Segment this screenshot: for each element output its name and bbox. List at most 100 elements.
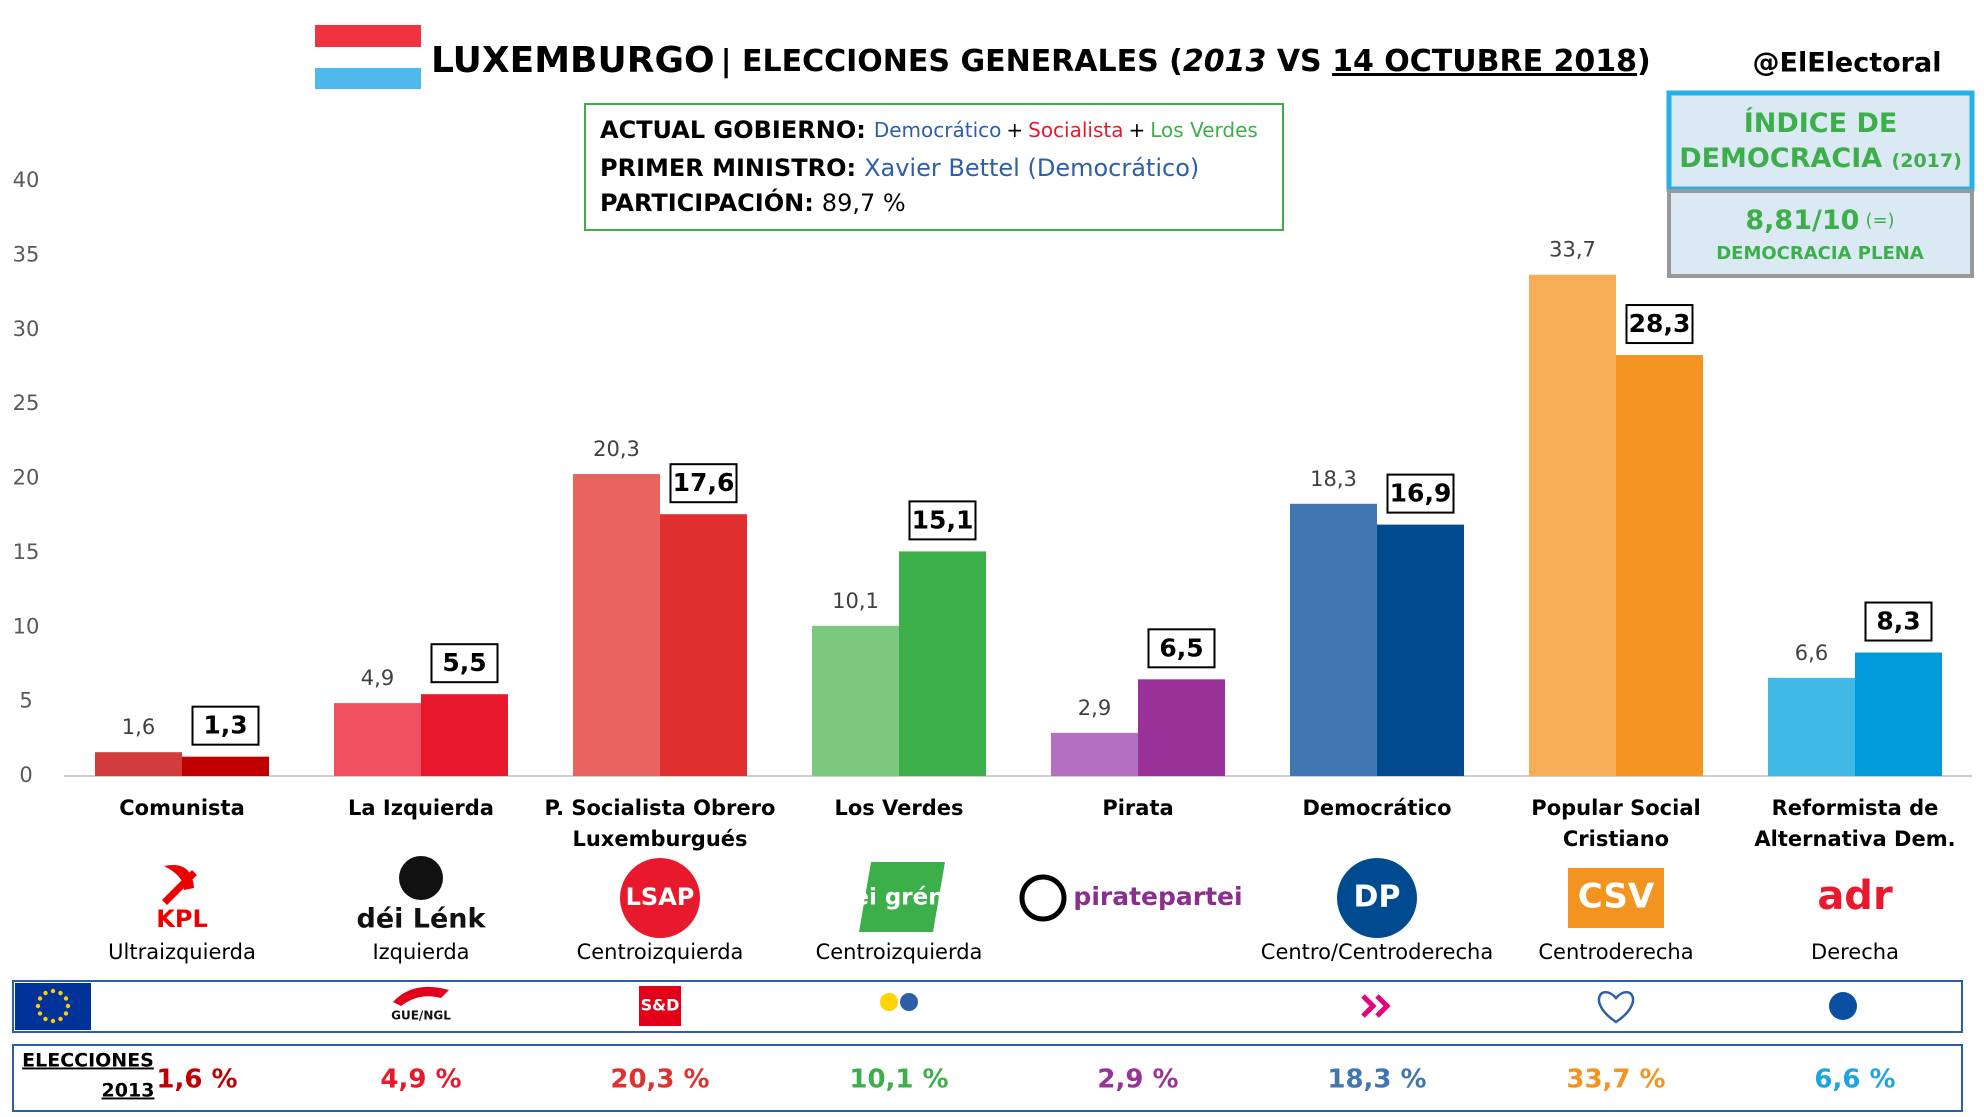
pm-label: PRIMER MINISTRO: xyxy=(600,154,856,182)
y-tick-label: 25 xyxy=(13,391,40,415)
y-tick-label: 40 xyxy=(13,168,40,192)
party-logo: LSAP xyxy=(626,883,695,911)
bar xyxy=(1290,503,1377,776)
pm-name: Xavier Bettel (Democrático) xyxy=(864,154,1199,182)
result-2013: 1,6 % xyxy=(156,1065,237,1095)
party-logo: déi gréng xyxy=(837,885,961,911)
logo-shape xyxy=(399,856,443,900)
ep-logo-shape xyxy=(1829,992,1857,1020)
value-label: 5,5 xyxy=(442,648,486,677)
democracy-category: DEMOCRACIA PLENA xyxy=(1716,243,1924,264)
value-label-box xyxy=(430,643,499,684)
value-label-box xyxy=(669,463,738,504)
x-tick-label: La Izquierda xyxy=(348,796,494,820)
gov-label: ACTUAL GOBIERNO: xyxy=(600,116,866,144)
value-label: 28,3 xyxy=(1629,309,1691,338)
gov-party: Democrático xyxy=(874,118,1002,142)
value-label-box xyxy=(1147,628,1216,669)
ep-row xyxy=(12,980,1963,1033)
x-tick-label: Comunista xyxy=(119,796,245,820)
bar xyxy=(1138,679,1225,776)
value-label: 1,3 xyxy=(203,711,247,740)
democracy-score: 8,81/10 xyxy=(1745,205,1859,236)
gov-party: Socialista xyxy=(1028,118,1123,142)
result-2013: 18,3 % xyxy=(1327,1065,1426,1095)
ep-logo-shape xyxy=(639,986,681,1026)
bar xyxy=(1051,732,1138,776)
value-label: 6,5 xyxy=(1159,633,1203,662)
value-label: 33,7 xyxy=(1549,238,1596,262)
x-tick-label: P. Socialista Obrero Luxemburgués xyxy=(545,796,776,851)
y-tick-label: 5 xyxy=(19,689,32,713)
bar xyxy=(573,474,660,776)
logo-shape xyxy=(162,864,197,905)
logo-shape xyxy=(1019,874,1067,922)
eu-star xyxy=(65,1003,71,1009)
value-label-box xyxy=(1625,304,1694,345)
party-logo: déi Lénk xyxy=(357,904,487,935)
eu-star xyxy=(35,1003,41,1009)
flag xyxy=(315,25,421,89)
result-2013: 10,1 % xyxy=(849,1065,948,1095)
ep-group: GUE/NGL xyxy=(391,1009,451,1023)
title-vs: VS xyxy=(1266,44,1332,79)
value-label: 10,1 xyxy=(832,589,879,613)
eu-star xyxy=(58,990,63,996)
value-label: 8,3 xyxy=(1876,607,1920,636)
bar xyxy=(95,752,182,776)
turnout: 89,7 % xyxy=(822,189,906,217)
gov-line: ACTUAL GOBIERNO: Democrático + Socialista + L… xyxy=(600,116,1258,144)
bar xyxy=(334,703,421,776)
title-mid: | ELECCIONES GENERALES ( xyxy=(721,44,1183,79)
democracy-score-line: 8,81/10 (=) xyxy=(1745,205,1894,236)
ideology: Derecha xyxy=(1811,940,1899,964)
ep-logo-shape xyxy=(1597,991,1635,1024)
democracy-title-block: ÍNDICE DE DEMOCRACIA (2017) xyxy=(1672,96,1969,186)
value-label: 2,9 xyxy=(1078,696,1111,720)
bar xyxy=(899,551,986,776)
eu-star xyxy=(43,990,48,996)
logo-shape xyxy=(1568,868,1664,928)
ideology: Izquierda xyxy=(372,940,469,964)
democracy-score-box xyxy=(1667,189,1974,278)
title-year: 2013 xyxy=(1183,44,1267,79)
bar xyxy=(812,625,899,776)
bar xyxy=(1855,652,1942,776)
x-tick-label: Los Verdes xyxy=(834,796,963,820)
party-logo: DP xyxy=(1354,880,1401,915)
eu-star xyxy=(63,1011,69,1016)
eu-star xyxy=(50,988,56,994)
democracy-change: (=) xyxy=(1865,210,1894,231)
bar xyxy=(1768,677,1855,776)
handle: @ElElectoral xyxy=(1753,48,1942,79)
eu-star xyxy=(63,996,69,1001)
value-label: 6,6 xyxy=(1795,641,1828,665)
logo-shape xyxy=(859,862,945,932)
bar xyxy=(1529,274,1616,776)
y-tick-label: 35 xyxy=(13,242,40,266)
ideology: Centroizquierda xyxy=(577,940,744,964)
turnout-line: PARTICIPACIÓN: 89,7 % xyxy=(600,187,906,217)
democracy-title-wrap: ÍNDICE DE DEMOCRACIA (2017) xyxy=(1672,96,1969,186)
title-main: LUXEMBURGO xyxy=(431,40,715,81)
bar xyxy=(182,756,269,776)
ep-logo-shape xyxy=(880,993,898,1011)
value-label-box xyxy=(191,705,260,746)
bar xyxy=(660,514,747,776)
result-2013: 6,6 % xyxy=(1814,1065,1895,1095)
democracy-title: ÍNDICE DE DEMOCRACIA xyxy=(1679,107,1898,174)
democracy-box xyxy=(1666,90,1975,192)
y-tick-label: 30 xyxy=(13,317,40,341)
y-tick-label: 0 xyxy=(19,763,32,787)
value-label: 18,3 xyxy=(1310,467,1357,491)
ideology: Centroizquierda xyxy=(816,940,983,964)
gov-plus: + xyxy=(1006,118,1023,142)
bar xyxy=(421,694,508,776)
value-label-box xyxy=(1864,601,1933,642)
bar xyxy=(1616,355,1703,776)
ep-logo-shape xyxy=(900,993,918,1011)
logo-shape xyxy=(1337,858,1417,938)
eu-star xyxy=(37,1011,43,1016)
result-2013: 2,9 % xyxy=(1097,1065,1178,1095)
